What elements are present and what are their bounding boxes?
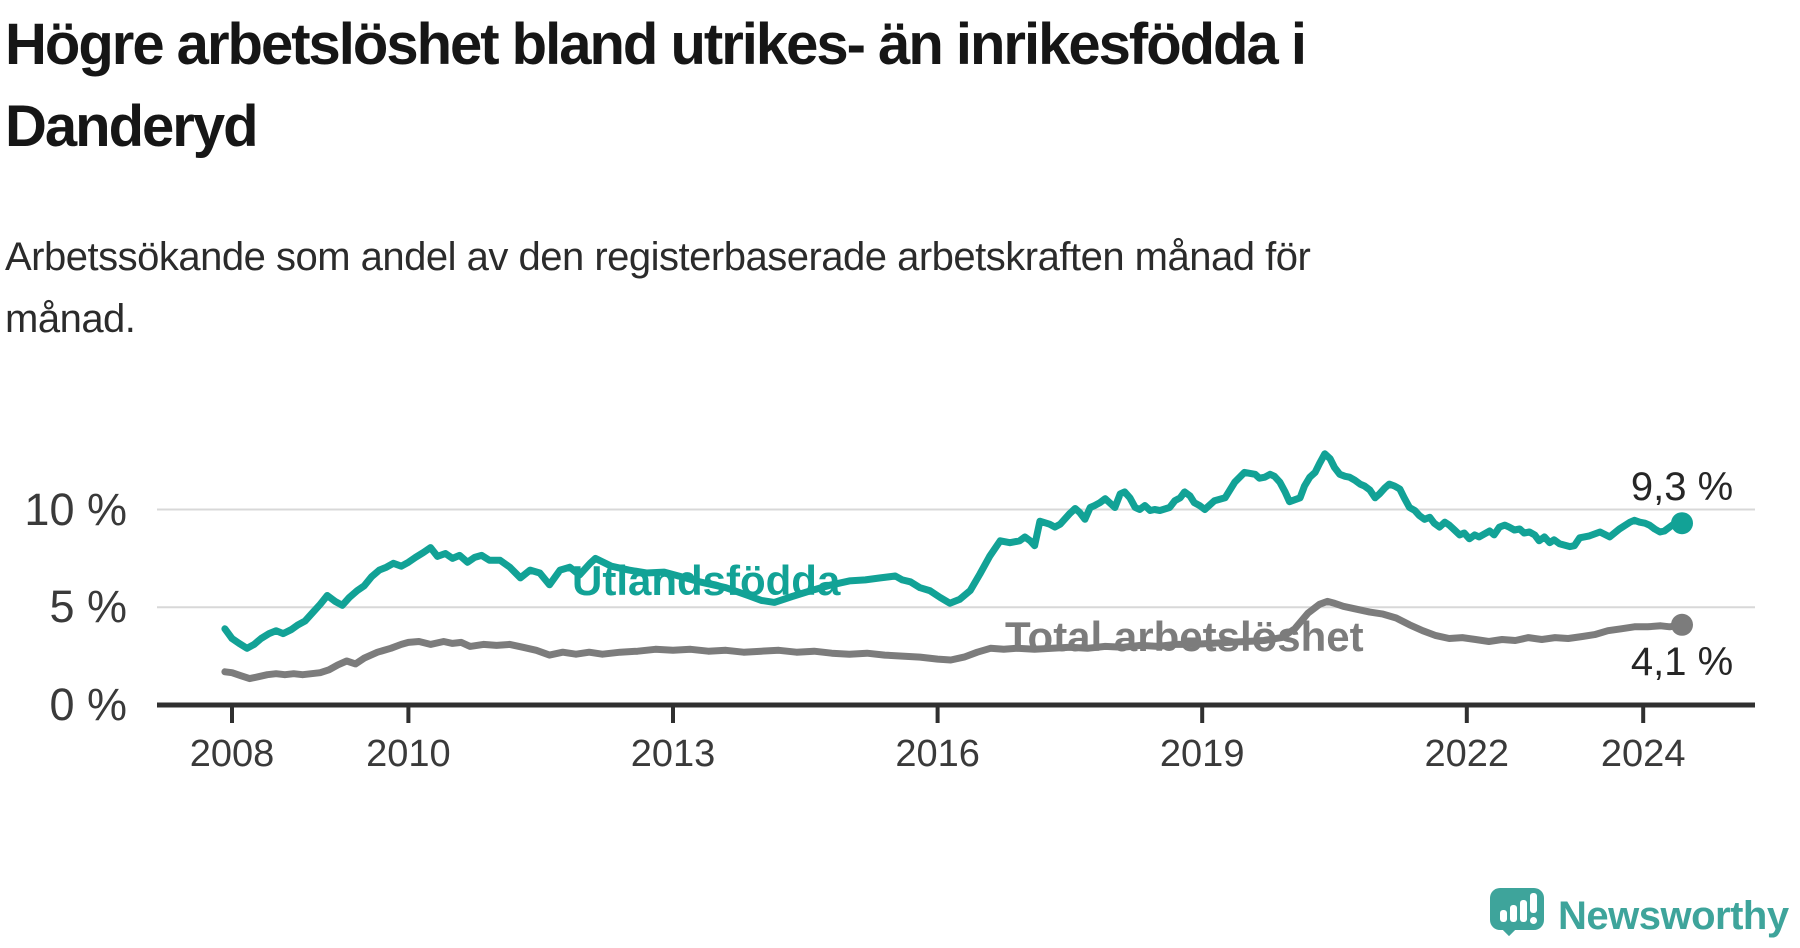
end-point-dot-utlandsfodda (1671, 512, 1693, 535)
page-title-line-1: Högre arbetslöshet bland utrikes- än inr… (5, 12, 1307, 77)
exclamation-icon-bar (1530, 893, 1537, 913)
x-axis-tick-2008: 2008 (189, 733, 275, 775)
y-axis-tick-0: 0 % (49, 679, 127, 730)
bar-chart-icon-bar-medium (1510, 905, 1517, 922)
page-title: Högre arbetslöshet bland utrikes- än inr… (5, 4, 1307, 168)
y-axis-tick-5: 5 % (49, 581, 127, 633)
x-axis-tick-2024: 2024 (1600, 733, 1686, 775)
y-axis-tick-10: 10 % (24, 483, 127, 535)
x-axis-tick-2016: 2016 (895, 733, 980, 775)
page-subtitle-line-2: månad. (5, 297, 136, 341)
exclamation-icon-dot (1530, 917, 1537, 924)
series-label-utlandsfodda: Utlandsfödda (572, 557, 841, 604)
series-label-total-arbetsloshet: Total arbetslöshet (1005, 613, 1364, 660)
end-point-dot-total-arbetsloshet (1671, 613, 1693, 636)
x-axis-tick-2019: 2019 (1159, 733, 1245, 775)
newsworthy-logo-text: Newsworthy (1558, 894, 1789, 938)
x-axis-tick-2010: 2010 (366, 733, 451, 775)
newsworthy-logo-icon (1490, 886, 1550, 946)
data-line-utlandsfodda (221, 450, 1686, 652)
x-axis-tick-2022: 2022 (1424, 733, 1510, 775)
bar-chart-icon-bar-small (1500, 910, 1507, 922)
newsworthy-logo: Newsworthy (1490, 886, 1800, 948)
page-subtitle-line-1: Arbetssökande som andel av den registerb… (5, 235, 1311, 279)
page-title-line-2: Danderyd (5, 94, 259, 159)
bar-chart-icon-bar-large (1520, 900, 1527, 922)
page-subtitle: Arbetssökande som andel av den registerb… (5, 226, 1311, 350)
end-value-label-total-arbetsloshet: 4,1 % (1630, 639, 1734, 684)
end-value-label-utlandsfodda: 9,3 % (1630, 465, 1734, 510)
x-axis-tick-2013: 2013 (630, 733, 716, 775)
data-line-total-arbetsloshet (221, 597, 1686, 683)
